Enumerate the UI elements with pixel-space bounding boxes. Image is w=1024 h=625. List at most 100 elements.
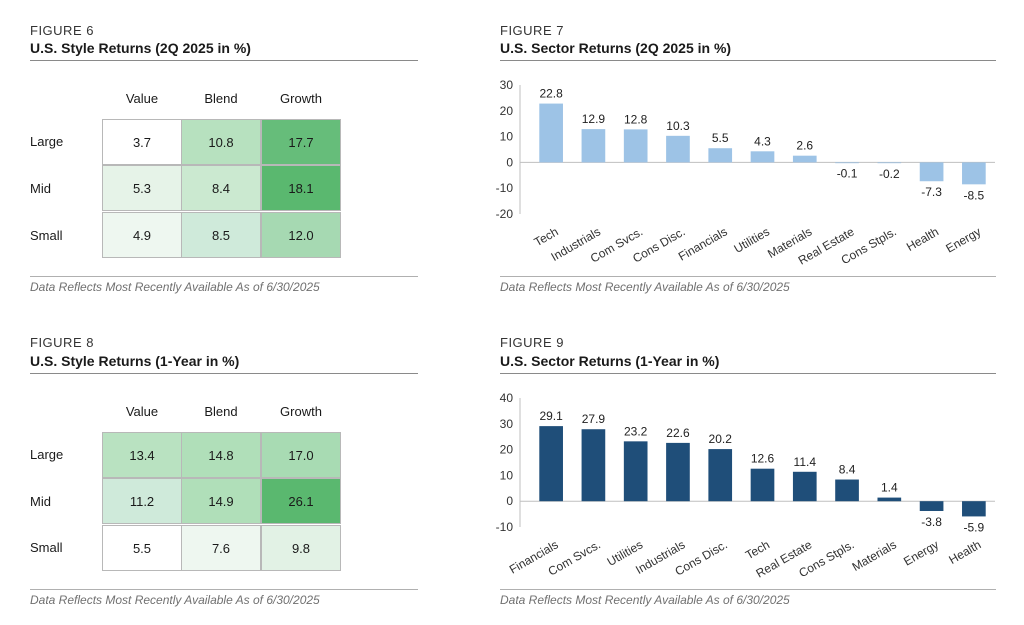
- fig6-cell-small-blend: 8.5: [181, 212, 261, 258]
- fig9-ytick-label: 0: [506, 494, 513, 508]
- fig7-bar: [835, 162, 859, 164]
- fig9-bar: [792, 471, 817, 502]
- fig6-note: Data Reflects Most Recently Available As…: [30, 280, 320, 294]
- fig7-ytick-label: 10: [500, 130, 514, 144]
- fig8-row-small: Small: [30, 540, 63, 555]
- fig9-value-label: 8.4: [839, 463, 856, 477]
- fig7-category-label: Health: [904, 224, 941, 253]
- fig7-ytick-label: 0: [506, 155, 513, 169]
- fig8-note: Data Reflects Most Recently Available As…: [30, 593, 320, 607]
- fig8-col-value: Value: [125, 404, 159, 419]
- fig8-cell-small-growth: 9.8: [261, 525, 341, 571]
- fig6-row-small: Small: [30, 228, 63, 243]
- fig9-bar: [666, 442, 690, 502]
- fig8-title-rule: [30, 373, 418, 374]
- fig9-category-label: Health: [946, 537, 983, 566]
- fig9-value-label: -3.8: [921, 515, 942, 529]
- fig7-value-label: 5.5: [712, 131, 729, 145]
- fig7-label: FIGURE 7: [500, 23, 564, 38]
- fig7-category-label: Tech: [532, 224, 561, 249]
- fig8-note-rule: [30, 589, 418, 590]
- fig8-cell-large-growth: 17.0: [261, 432, 341, 478]
- fig7-ytick-label: 20: [500, 104, 514, 118]
- fig6-cell-mid-blend: 8.4: [181, 165, 261, 211]
- fig7-chart: -20-10010203022.8Tech12.9Industrials12.8…: [496, 78, 995, 268]
- fig6-cell-mid-growth: 18.1: [261, 165, 341, 211]
- fig6-col-value: Value: [125, 91, 159, 106]
- fig8-title: U.S. Style Returns (1-Year in %): [30, 353, 240, 369]
- fig7-ytick-label: -20: [496, 207, 514, 221]
- fig7-category-label: Energy: [943, 224, 983, 255]
- fig9-bar: [919, 501, 944, 512]
- fig9-value-label: 27.9: [582, 412, 606, 426]
- fig9-bar: [539, 426, 563, 502]
- fig9-ytick-label: 30: [500, 417, 514, 431]
- fig9-bar: [962, 501, 986, 517]
- fig7-bar: [708, 148, 733, 163]
- fig7-value-label: -0.2: [879, 167, 900, 181]
- fig9-bar: [750, 468, 775, 502]
- fig9-category-label: Tech: [743, 537, 772, 562]
- fig9-value-label: 22.6: [666, 426, 690, 440]
- fig8-row-mid: Mid: [30, 494, 51, 509]
- fig7-ytick-label: -10: [496, 181, 514, 195]
- fig9-bar: [708, 449, 733, 502]
- fig9-note-rule: [500, 589, 996, 590]
- fig6-cell-mid-value: 5.3: [102, 165, 182, 211]
- fig7-bar: [666, 135, 690, 163]
- fig9-ytick-label: 10: [500, 468, 514, 482]
- fig9-value-label: 29.1: [539, 409, 563, 423]
- fig7-value-label: 12.8: [624, 112, 648, 126]
- fig6-row-large: Large: [30, 134, 64, 149]
- fig7-bar: [581, 129, 606, 163]
- fig6-label: FIGURE 6: [30, 23, 94, 38]
- fig8-cell-large-value: 13.4: [102, 432, 182, 478]
- fig9-title: U.S. Sector Returns (1-Year in %): [500, 353, 720, 369]
- fig9-category-label: Energy: [901, 537, 941, 568]
- fig6-cell-small-growth: 12.0: [261, 212, 341, 258]
- fig8-cell-small-blend: 7.6: [181, 525, 261, 571]
- fig9-bar: [623, 441, 648, 502]
- fig8-col-blend: Blend: [204, 404, 238, 419]
- fig7-bar: [877, 162, 902, 164]
- fig9-bar: [581, 429, 606, 502]
- fig7-value-label: 2.6: [796, 139, 813, 153]
- fig7-value-label: -7.3: [921, 185, 942, 199]
- fig8-cell-mid-growth: 26.1: [261, 478, 341, 524]
- fig7-value-label: 10.3: [666, 119, 690, 133]
- fig9-ytick-label: 20: [500, 443, 514, 457]
- fig9-value-label: 12.6: [751, 452, 775, 466]
- fig9-bar: [877, 497, 902, 502]
- fig8-label: FIGURE 8: [30, 335, 94, 350]
- fig7-bar: [792, 155, 817, 163]
- fig9-value-label: -5.9: [964, 520, 985, 534]
- fig6-col-blend: Blend: [204, 91, 238, 106]
- fig8-row-large: Large: [30, 447, 64, 462]
- fig8-cell-large-blend: 14.8: [181, 432, 261, 478]
- fig6-cell-large-value: 3.7: [102, 119, 182, 165]
- fig8-cell-small-value: 5.5: [102, 525, 182, 571]
- fig8-cell-mid-value: 11.2: [102, 478, 182, 524]
- fig8-cell-mid-blend: 14.9: [181, 478, 261, 524]
- fig7-value-label: 4.3: [754, 134, 771, 148]
- fig9-ytick-label: -10: [496, 520, 514, 534]
- fig7-ytick-label: 30: [500, 78, 514, 92]
- fig7-bar: [623, 129, 648, 163]
- fig9-ytick-label: 40: [500, 391, 514, 405]
- fig6-col-growth: Growth: [280, 91, 322, 106]
- fig9-value-label: 20.2: [709, 432, 733, 446]
- fig9-category-label: Materials: [850, 537, 899, 573]
- fig7-bar: [962, 162, 986, 185]
- fig7-bar: [539, 103, 563, 163]
- fig6-cell-small-value: 4.9: [102, 212, 182, 258]
- fig6-title-rule: [30, 60, 418, 61]
- fig9-value-label: 1.4: [881, 481, 898, 495]
- fig9-title-rule: [500, 373, 996, 374]
- fig7-title-rule: [500, 60, 996, 61]
- fig9-note: Data Reflects Most Recently Available As…: [500, 593, 790, 607]
- fig9-bar: [835, 479, 859, 502]
- fig9-value-label: 11.4: [794, 455, 817, 469]
- fig6-cell-large-blend: 10.8: [181, 119, 261, 165]
- fig6-cell-large-growth: 17.7: [261, 119, 341, 165]
